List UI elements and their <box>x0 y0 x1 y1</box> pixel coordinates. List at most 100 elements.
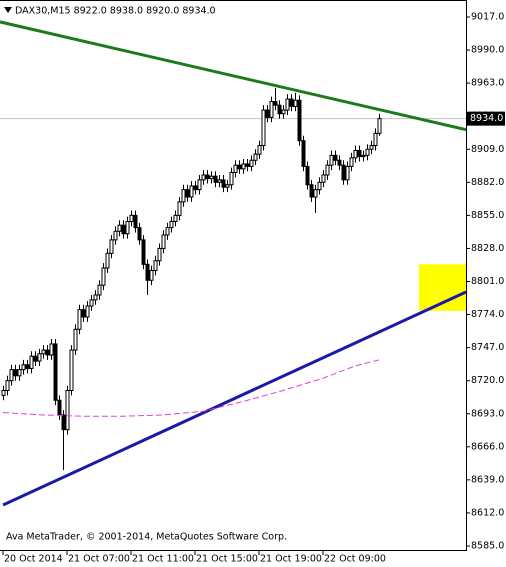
x-tick-label: 22 Oct 09:00 <box>324 554 386 565</box>
candle-body <box>357 149 362 158</box>
y-tick-label: 8612.0 <box>471 507 504 518</box>
candle-body <box>297 99 302 142</box>
candle-body <box>321 174 326 183</box>
candle-body <box>341 164 346 181</box>
trend-line <box>0 20 467 132</box>
candle-body <box>221 179 226 188</box>
candle-body <box>201 174 206 181</box>
candle-body <box>125 220 130 235</box>
candle-body <box>145 263 150 281</box>
y-tick-label: 8720.0 <box>471 375 504 386</box>
candle-body <box>177 201 182 216</box>
candle-body <box>1 389 6 396</box>
candle-body <box>313 189 318 198</box>
axis-frame <box>0 0 467 551</box>
candle-body <box>349 157 354 167</box>
candle-body <box>93 294 98 301</box>
candle-body <box>49 343 54 356</box>
x-tick-label: 20 Oct 2014 <box>4 554 63 565</box>
candle-body <box>149 269 154 281</box>
candle-body <box>153 260 158 271</box>
last-price-box <box>467 111 505 126</box>
y-tick-label: 8585.0 <box>471 541 504 552</box>
candle-body <box>325 164 330 176</box>
candle-body <box>361 154 366 158</box>
candle-body <box>209 175 214 180</box>
candle-body <box>373 132 378 147</box>
chart-title: DAX30,M15 8922.0 8938.0 8920.0 8934.0 <box>15 6 216 17</box>
candle-body <box>5 380 10 391</box>
candle-body <box>117 224 122 232</box>
candle-body <box>173 214 178 222</box>
candle-body <box>189 185 194 198</box>
candle-body <box>137 227 142 241</box>
candle-body <box>53 343 58 401</box>
candle-body <box>229 172 234 186</box>
candle-body <box>97 284 102 296</box>
candle-body <box>277 104 282 115</box>
trend-line <box>2 359 380 417</box>
candle-body <box>69 349 74 391</box>
candle-body <box>161 234 166 249</box>
candle-body <box>233 164 238 174</box>
x-tick-label: 21 Oct 15:00 <box>196 554 258 565</box>
candle-body <box>365 148 370 156</box>
candle-body <box>345 165 350 181</box>
candle-body <box>185 189 190 198</box>
candle-body <box>293 99 298 107</box>
candle-body <box>237 164 242 170</box>
candle-body <box>121 224 126 235</box>
y-tick-label: 8801.0 <box>471 276 504 287</box>
y-tick-label: 9017.0 <box>471 12 504 23</box>
candle-body <box>169 220 174 229</box>
candle-body <box>213 175 218 183</box>
last-price-label: 8934.0 <box>470 113 503 124</box>
candle-body <box>29 355 34 369</box>
candle-body <box>353 149 358 159</box>
y-tick-label: 8666.0 <box>471 441 504 452</box>
candle-body <box>337 159 342 166</box>
candle-body <box>273 100 278 106</box>
candle-body <box>193 185 198 191</box>
y-tick-label: 8747.0 <box>471 342 504 353</box>
candle-body <box>41 349 46 355</box>
candle-body <box>37 353 42 362</box>
y-tick-label: 8855.0 <box>471 210 504 221</box>
candle-body <box>281 109 286 115</box>
candle-body <box>113 230 118 241</box>
y-tick-label: 8909.0 <box>471 144 504 155</box>
candle-body <box>241 163 246 170</box>
x-tick-label: 21 Oct 07:00 <box>68 554 130 565</box>
candle-body <box>89 299 94 307</box>
candle-body <box>65 389 70 431</box>
candle-body <box>257 145 262 155</box>
y-tick-label: 8828.0 <box>471 243 504 254</box>
candle-body <box>9 369 14 382</box>
y-tick-label: 8774.0 <box>471 309 504 320</box>
candle-body <box>33 355 38 362</box>
candle-body <box>17 369 22 377</box>
y-tick-label: 8693.0 <box>471 408 504 419</box>
candle-body <box>329 154 334 166</box>
y-tick-label: 8882.0 <box>471 177 504 188</box>
candle-body <box>265 109 270 118</box>
candle-body <box>317 181 322 191</box>
x-tick-label: 21 Oct 19:00 <box>260 554 322 565</box>
candle-body <box>85 305 90 318</box>
candle-body <box>57 399 62 416</box>
candle-body <box>369 145 374 150</box>
candle-body <box>269 100 274 118</box>
x-tick-label: 21 Oct 11:00 <box>132 554 194 565</box>
candle-body <box>141 239 146 265</box>
candle-body <box>285 98 290 111</box>
candle-body <box>101 267 106 286</box>
candle-body <box>289 98 294 107</box>
candle-body <box>197 179 202 191</box>
y-tick-label: 8639.0 <box>471 474 504 485</box>
candle-body <box>245 163 250 167</box>
title-arrow <box>4 7 12 13</box>
candle-body <box>377 118 382 134</box>
candle-body <box>301 140 306 167</box>
candle-body <box>61 414 66 431</box>
